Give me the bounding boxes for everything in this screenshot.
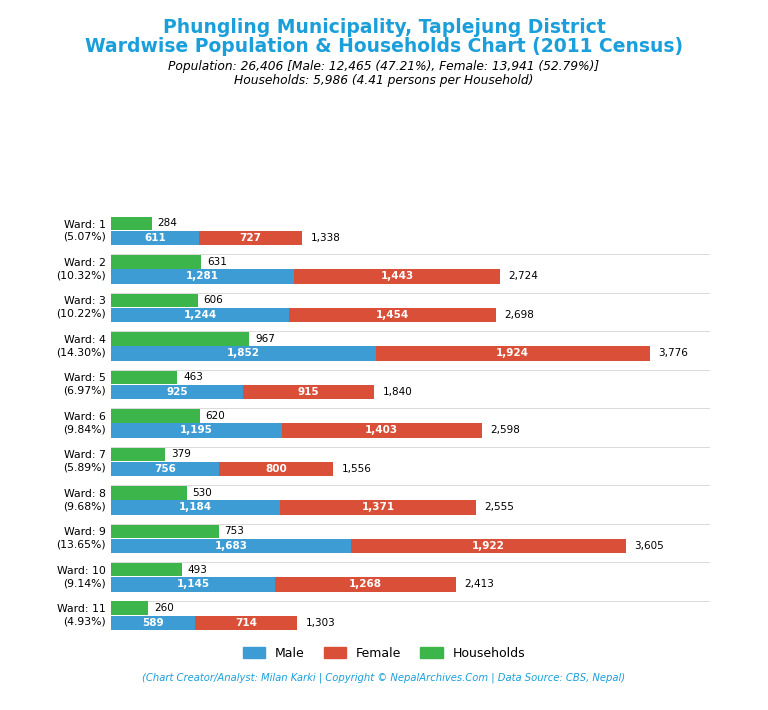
Text: 1,443: 1,443 — [380, 271, 414, 281]
Text: 2,724: 2,724 — [508, 271, 538, 281]
Bar — [376, 346, 650, 361]
Text: 2,413: 2,413 — [464, 579, 494, 589]
Bar — [111, 563, 182, 577]
Text: 3,776: 3,776 — [658, 349, 688, 359]
Bar — [111, 255, 201, 268]
Bar — [111, 294, 198, 307]
Bar — [111, 486, 187, 500]
Text: 1,145: 1,145 — [177, 579, 210, 589]
Text: 1,454: 1,454 — [376, 310, 409, 320]
Text: 2,555: 2,555 — [485, 503, 515, 513]
Bar — [219, 462, 333, 476]
Text: 379: 379 — [171, 449, 191, 459]
Text: 967: 967 — [255, 334, 275, 344]
Text: 1,244: 1,244 — [184, 310, 217, 320]
Bar — [111, 231, 198, 246]
Bar — [198, 231, 302, 246]
Text: 714: 714 — [235, 618, 257, 628]
Bar — [111, 500, 280, 515]
Text: 1,852: 1,852 — [227, 349, 260, 359]
Text: 463: 463 — [183, 372, 203, 382]
Text: 493: 493 — [187, 564, 207, 574]
Bar — [111, 577, 275, 591]
Bar — [111, 525, 219, 538]
Bar — [111, 462, 219, 476]
Bar — [111, 332, 250, 346]
Text: 1,195: 1,195 — [180, 425, 213, 435]
Bar — [111, 346, 376, 361]
Text: 1,683: 1,683 — [215, 541, 248, 551]
Text: Population: 26,406 [Male: 12,465 (47.21%), Female: 13,941 (52.79%)]: Population: 26,406 [Male: 12,465 (47.21%… — [168, 60, 600, 72]
Text: Wardwise Population & Households Chart (2011 Census): Wardwise Population & Households Chart (… — [85, 37, 683, 56]
Text: 611: 611 — [144, 233, 166, 243]
Bar — [243, 385, 374, 399]
Text: 1,338: 1,338 — [311, 233, 341, 243]
Text: 530: 530 — [193, 488, 213, 498]
Text: 1,922: 1,922 — [472, 541, 505, 551]
Bar — [289, 307, 496, 322]
Bar — [111, 616, 195, 630]
Text: 1,924: 1,924 — [496, 349, 529, 359]
Bar — [111, 385, 243, 399]
Text: 756: 756 — [154, 464, 176, 474]
Text: 1,268: 1,268 — [349, 579, 382, 589]
Bar — [111, 307, 289, 322]
Bar — [294, 269, 500, 284]
Text: 620: 620 — [206, 411, 225, 421]
Text: 1,371: 1,371 — [362, 503, 395, 513]
Text: Phungling Municipality, Taplejung District: Phungling Municipality, Taplejung Distri… — [163, 18, 605, 37]
Legend: Male, Female, Households: Male, Female, Households — [237, 642, 531, 665]
Bar — [111, 217, 152, 230]
Text: Households: 5,986 (4.41 persons per Household): Households: 5,986 (4.41 persons per Hous… — [234, 74, 534, 87]
Text: 1,281: 1,281 — [186, 271, 219, 281]
Text: 1,184: 1,184 — [179, 503, 213, 513]
Bar — [195, 616, 297, 630]
Text: 800: 800 — [266, 464, 287, 474]
Text: 727: 727 — [240, 233, 261, 243]
Text: (Chart Creator/Analyst: Milan Karki | Copyright © NepalArchives.Com | Data Sourc: (Chart Creator/Analyst: Milan Karki | Co… — [142, 672, 626, 683]
Bar — [352, 539, 625, 553]
Bar — [111, 539, 352, 553]
Bar — [111, 423, 282, 438]
Text: 1,303: 1,303 — [306, 618, 336, 628]
Bar — [111, 447, 165, 461]
Text: 753: 753 — [224, 526, 244, 536]
Text: 260: 260 — [154, 604, 174, 613]
Text: 3,605: 3,605 — [634, 541, 664, 551]
Bar — [282, 423, 482, 438]
Text: 606: 606 — [204, 295, 223, 305]
Bar — [111, 409, 200, 422]
Bar — [280, 500, 475, 515]
Text: 915: 915 — [298, 387, 319, 397]
Text: 631: 631 — [207, 257, 227, 267]
Text: 2,598: 2,598 — [491, 425, 521, 435]
Bar — [111, 371, 177, 384]
Bar — [111, 269, 294, 284]
Text: 589: 589 — [143, 618, 164, 628]
Bar — [275, 577, 455, 591]
Text: 1,556: 1,556 — [342, 464, 372, 474]
Text: 1,840: 1,840 — [382, 387, 412, 397]
Text: 1,403: 1,403 — [366, 425, 399, 435]
Text: 284: 284 — [157, 219, 177, 229]
Text: 2,698: 2,698 — [505, 310, 535, 320]
Bar — [111, 601, 148, 615]
Text: 925: 925 — [167, 387, 188, 397]
